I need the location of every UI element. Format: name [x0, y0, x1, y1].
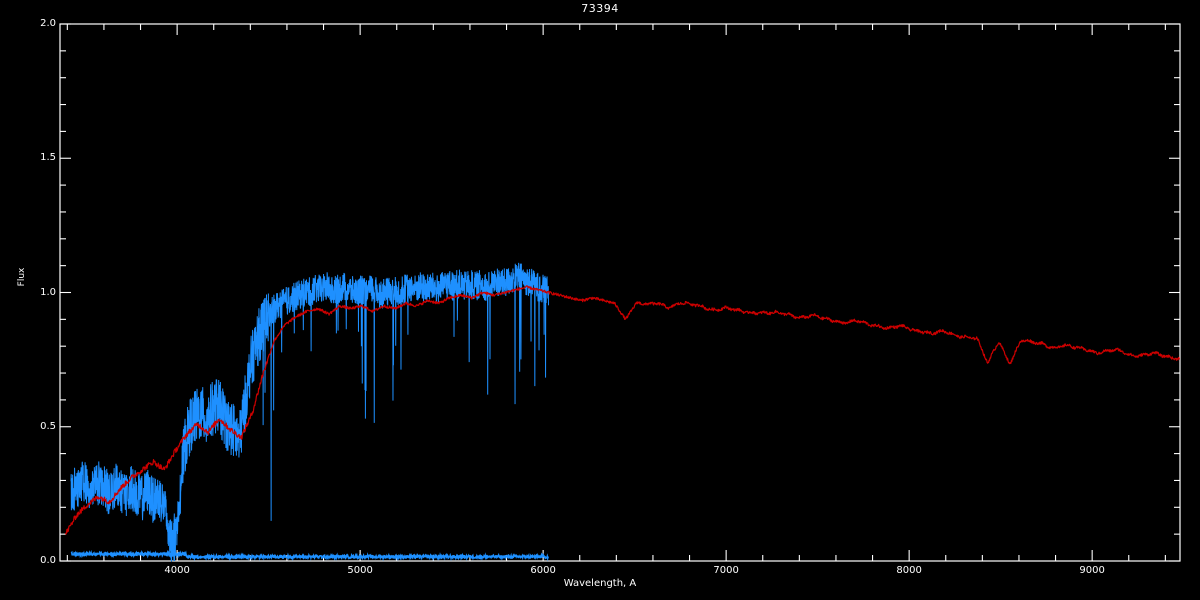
y-tick-label: 0.5 — [40, 420, 56, 432]
axis-ticks — [60, 23, 1180, 562]
error-spectrum-line — [70, 549, 550, 562]
x-tick-label: 9000 — [1079, 565, 1105, 576]
y-tick-label: 2.0 — [40, 18, 56, 29]
x-tick-label: 4000 — [164, 565, 190, 576]
x-tick-label: 8000 — [896, 565, 922, 576]
y-tick-label: 1.0 — [40, 286, 56, 298]
y-tick-label: 1.5 — [40, 152, 56, 164]
y-axis-tick-labels: 0.0 0.5 1.0 1.5 2.0 — [16, 0, 56, 600]
x-tick-label: 5000 — [347, 565, 373, 576]
x-axis-label: Wavelength, A — [563, 578, 637, 589]
axes-frame — [59, 23, 1181, 562]
page-title: 73394 — [581, 2, 619, 15]
x-axis-tick-labels: 4000 5000 6000 7000 8000 9000 — [0, 565, 1200, 581]
observed-spectrum-line — [70, 262, 550, 562]
x-tick-label: 7000 — [713, 565, 739, 576]
model-spectrum-line — [64, 285, 1180, 535]
x-tick-label: 6000 — [530, 565, 556, 576]
y-tick-label: 0.0 — [40, 555, 56, 566]
